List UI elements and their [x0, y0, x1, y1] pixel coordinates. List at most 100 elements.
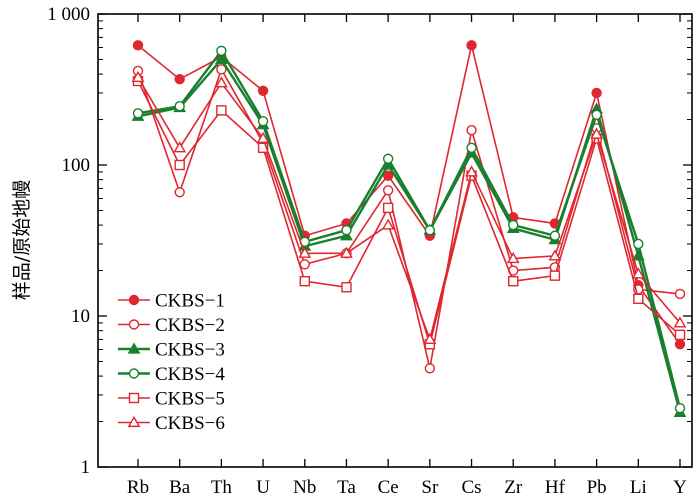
- data-point: [633, 238, 644, 250]
- x-tick-label: Y: [673, 477, 687, 498]
- axis-layer: 1 10 100 1 000 Rb Ba Th U Nb Ta Ce Sr Cs Zr Hf Pb Li Y: [47, 4, 692, 498]
- legend-marker: [127, 342, 141, 354]
- series-5: [132, 75, 686, 350]
- data-point: [132, 40, 144, 51]
- data-point: [256, 131, 270, 143]
- data-point: [215, 76, 228, 88]
- series-6: [131, 70, 687, 344]
- legend-label: CKBS−6: [155, 413, 225, 434]
- data-point: [299, 259, 310, 270]
- series-line: [137, 80, 681, 348]
- data-point: [174, 74, 185, 85]
- series-line: [137, 77, 681, 343]
- legend: CKBS−1 CKBS−2 CKBS−3 CKBS−4 CKBS−5 CKBS−6: [118, 291, 225, 434]
- series-4: [132, 45, 686, 414]
- x-tick-label: Pb: [587, 477, 607, 498]
- data-point: [591, 109, 602, 121]
- data-point: [591, 87, 602, 99]
- data-point: [257, 142, 269, 153]
- data-point: [423, 332, 437, 344]
- legend-label: CKBS−5: [155, 389, 225, 410]
- legend-marker: [128, 319, 140, 330]
- data-point: [631, 267, 645, 279]
- data-point: [382, 153, 394, 164]
- data-point: [341, 225, 352, 236]
- data-point: [174, 101, 185, 112]
- x-tick-label: Th: [211, 477, 233, 498]
- x-tick-label: Ba: [169, 477, 191, 498]
- data-point: [466, 125, 477, 136]
- data-point: [466, 40, 477, 51]
- data-point: [173, 141, 187, 153]
- legend-marker: [128, 294, 140, 306]
- y-tick-label: 1: [81, 457, 91, 478]
- x-tick-label: Cs: [461, 477, 481, 498]
- x-tick-label: Hf: [545, 477, 566, 498]
- legend-label: CKBS−4: [155, 364, 225, 385]
- x-tick-label: Ce: [378, 477, 399, 498]
- y-tick-label: 1 000: [47, 4, 90, 25]
- data-point: [382, 185, 394, 196]
- data-point: [549, 230, 561, 241]
- y-axis-label: 样品/原始地幔: [11, 180, 33, 300]
- series-3: [131, 52, 687, 417]
- data-point: [340, 246, 353, 258]
- legend-entry: CKBS−6: [118, 413, 225, 434]
- x-tick-label: Rb: [127, 477, 149, 498]
- data-point: [508, 276, 519, 287]
- data-point: [674, 288, 686, 300]
- legend-entry: CKBS−3: [118, 340, 225, 361]
- data-point: [132, 108, 144, 119]
- legend-entry: CKBS−2: [118, 315, 225, 336]
- series-layer: [131, 40, 687, 417]
- legend-label: CKBS−2: [155, 315, 225, 336]
- legend-label: CKBS−1: [155, 291, 225, 312]
- data-point: [674, 339, 686, 350]
- data-point: [257, 85, 269, 97]
- data-point: [549, 270, 561, 281]
- data-point: [299, 276, 310, 287]
- y-tick-label: 100: [62, 155, 91, 176]
- legend-marker: [128, 392, 140, 404]
- data-point: [424, 363, 436, 374]
- legend-entry: CKBS−5: [118, 389, 225, 410]
- data-point: [674, 329, 686, 341]
- series-line: [137, 48, 682, 409]
- data-point: [466, 142, 477, 153]
- data-point: [424, 225, 436, 236]
- x-tick-label: Sr: [421, 477, 439, 498]
- data-point: [465, 165, 478, 177]
- legend-entry: CKBS−1: [118, 291, 225, 312]
- x-tick-label: Ta: [337, 477, 356, 498]
- data-point: [216, 45, 227, 57]
- series-line: [137, 67, 681, 369]
- data-point: [633, 293, 644, 304]
- data-point: [174, 187, 185, 198]
- data-point: [216, 64, 227, 75]
- data-point: [382, 202, 394, 214]
- data-point: [506, 252, 520, 264]
- x-tick-label: Zr: [504, 477, 523, 498]
- data-point: [508, 219, 519, 231]
- data-point: [548, 249, 562, 261]
- plot-frame: [97, 13, 693, 468]
- data-point: [131, 70, 145, 83]
- data-point: [381, 218, 395, 230]
- y-tick-label: 10: [71, 306, 90, 327]
- data-point: [257, 116, 269, 127]
- data-point: [174, 159, 185, 171]
- legend-label: CKBS−3: [155, 340, 225, 361]
- series-line: [137, 57, 682, 413]
- data-point: [382, 170, 394, 181]
- data-point: [673, 316, 687, 328]
- data-point: [341, 282, 352, 293]
- data-point: [216, 105, 227, 116]
- plot-border: [97, 13, 693, 468]
- data-point: [215, 52, 228, 65]
- data-point: [590, 127, 603, 139]
- legend-marker: [128, 368, 140, 379]
- x-tick-label: U: [256, 477, 270, 498]
- data-point: [298, 246, 312, 258]
